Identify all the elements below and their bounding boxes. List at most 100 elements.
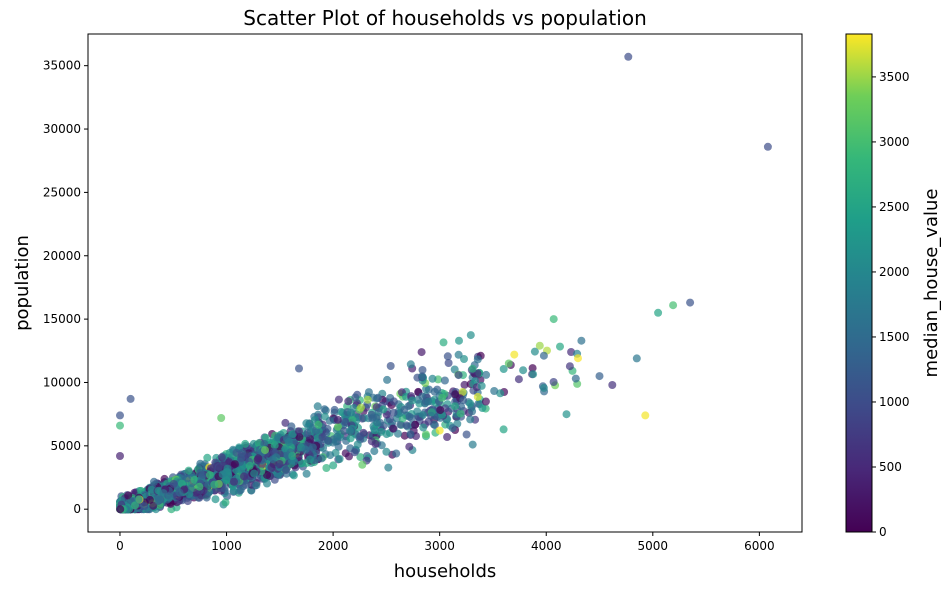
plot-frame xyxy=(87,33,803,533)
scatter-point xyxy=(169,479,178,488)
scatter-point xyxy=(302,469,311,478)
scatter-point xyxy=(261,446,269,455)
scatter-point xyxy=(439,338,448,347)
scatter-point xyxy=(252,481,261,490)
scatter-point xyxy=(346,434,355,443)
x-tick-label: 0 xyxy=(116,539,124,553)
scatter-point xyxy=(466,399,475,408)
y-tick-label: 15000 xyxy=(43,312,81,326)
y-tick-label: 10000 xyxy=(43,375,81,389)
scatter-point xyxy=(353,440,362,449)
scatter-point xyxy=(499,425,508,434)
scatter-point xyxy=(466,415,475,424)
scatter-point xyxy=(211,495,220,504)
scatter-point xyxy=(539,383,548,392)
scatter-points xyxy=(116,52,772,514)
scatter-point xyxy=(341,418,350,426)
scatter-point xyxy=(287,422,296,431)
scatter-point xyxy=(549,315,558,324)
scatter-point xyxy=(438,393,447,402)
scatter-point xyxy=(435,426,444,435)
scatter-point xyxy=(421,430,430,439)
colorbar-tick-label: 3000 xyxy=(879,135,910,149)
scatter-point xyxy=(218,470,227,479)
scatter-point xyxy=(126,394,135,403)
scatter-point xyxy=(298,459,306,468)
scatter-point xyxy=(504,359,513,368)
scatter-point xyxy=(301,445,310,454)
scatter-point xyxy=(367,437,376,446)
scatter-point xyxy=(477,381,486,390)
scatter-point xyxy=(490,387,499,395)
scatter-point xyxy=(377,427,386,436)
scatter-point xyxy=(417,348,426,357)
scatter-point xyxy=(284,437,293,446)
scatter-point xyxy=(270,441,279,450)
x-tick-label: 3000 xyxy=(424,539,455,553)
colorbar-axis: 0 500 1000 1500 2000 2500 3000 3500 xyxy=(872,70,910,539)
scatter-point xyxy=(159,489,168,498)
scatter-point xyxy=(440,376,449,385)
scatter-point xyxy=(295,364,303,373)
scatter-point xyxy=(574,354,582,363)
scatter-point xyxy=(466,331,475,340)
scatter-point xyxy=(455,336,463,345)
scatter-point xyxy=(444,359,453,367)
scatter-point xyxy=(320,412,329,421)
scatter-point xyxy=(482,370,491,379)
y-axis-label: population xyxy=(12,235,33,331)
scatter-point xyxy=(402,421,411,430)
scatter-point xyxy=(134,495,143,504)
scatter-point xyxy=(186,484,195,493)
scatter-point xyxy=(182,474,191,483)
scatter-point xyxy=(230,477,238,486)
scatter-point xyxy=(448,424,457,433)
scatter-point xyxy=(237,454,246,463)
scatter-point xyxy=(396,420,405,429)
scatter-point xyxy=(178,479,186,488)
scatter-point xyxy=(253,456,262,465)
scatter-point xyxy=(217,414,226,422)
scatter-point xyxy=(405,442,414,451)
scatter-point xyxy=(462,430,471,439)
scatter-point xyxy=(383,375,392,384)
scatter-point xyxy=(514,375,523,384)
colorbar-tick-label: 1000 xyxy=(879,395,910,409)
scatter-point xyxy=(411,420,420,429)
scatter-point xyxy=(330,405,339,414)
scatter-point xyxy=(203,453,212,462)
scatter-point xyxy=(478,404,487,412)
scatter-point xyxy=(595,372,604,381)
scatter-point xyxy=(473,355,482,364)
scatter-point xyxy=(530,347,539,356)
scatter-point xyxy=(510,350,519,359)
scatter-point xyxy=(420,399,429,408)
scatter-point xyxy=(329,461,338,470)
scatter-point xyxy=(146,495,154,504)
scatter-point xyxy=(624,52,633,61)
scatter-point xyxy=(305,455,314,464)
scatter-point xyxy=(275,460,284,468)
scatter-point xyxy=(263,471,271,479)
scatter-point xyxy=(418,392,427,401)
scatter-point xyxy=(357,403,365,412)
scatter-point xyxy=(763,142,772,151)
x-axis-label: households xyxy=(394,561,497,582)
scatter-point xyxy=(382,447,391,456)
scatter-point xyxy=(454,371,463,380)
scatter-point xyxy=(116,411,124,420)
scatter-point xyxy=(205,471,214,479)
scatter-point xyxy=(237,466,246,474)
scatter-point xyxy=(430,387,439,396)
x-axis: 0 1000 2000 3000 4000 5000 6000 xyxy=(116,532,775,553)
scatter-point xyxy=(408,396,417,405)
colorbar-tick-label: 500 xyxy=(879,460,902,474)
scatter-point xyxy=(242,480,251,489)
scatter-point xyxy=(443,433,452,441)
scatter-point xyxy=(346,408,355,417)
scatter-point xyxy=(556,342,564,351)
colorbar-tick-label: 3500 xyxy=(879,70,910,84)
scatter-point xyxy=(175,488,184,497)
scatter-point xyxy=(460,380,469,389)
